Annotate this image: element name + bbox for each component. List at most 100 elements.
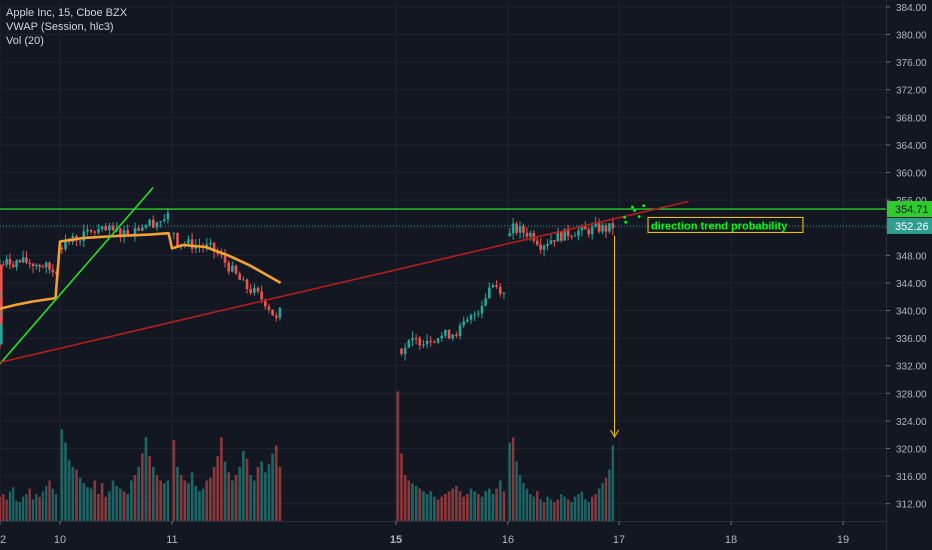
volume-bar xyxy=(556,499,560,521)
volume-bar xyxy=(487,488,491,521)
volume-bar xyxy=(495,488,498,521)
candle-body xyxy=(238,273,241,280)
volume-bar xyxy=(476,494,480,521)
volume-bar xyxy=(38,496,41,521)
candle-body xyxy=(253,287,256,293)
volume-bar xyxy=(440,496,444,521)
volume-bar xyxy=(252,480,256,521)
price-tick-label: 320.00 xyxy=(896,445,927,456)
candle-body xyxy=(25,257,28,263)
time-tick-label: 19 xyxy=(837,534,849,546)
candle-body xyxy=(151,219,155,228)
volume-bar xyxy=(553,502,556,521)
trendline[interactable] xyxy=(0,187,154,365)
candle-body xyxy=(159,221,162,223)
volume-bar xyxy=(271,453,274,521)
volume-bar xyxy=(535,491,539,521)
candle-body xyxy=(477,313,480,315)
volume-bar xyxy=(529,494,532,521)
volume-bar xyxy=(274,445,278,521)
volume-bar xyxy=(0,496,2,521)
candle-body xyxy=(411,338,414,341)
candle-body xyxy=(122,230,126,238)
volume-bar xyxy=(172,440,176,521)
volume-bar xyxy=(51,488,54,521)
candle-body xyxy=(587,229,591,235)
volume-bar xyxy=(231,480,234,521)
trendline[interactable] xyxy=(0,200,689,364)
volume-bar xyxy=(242,450,245,521)
time-axis[interactable]: 10 11 12 15 16 17 18 19 xyxy=(0,521,886,546)
price-tick-label: 376.00 xyxy=(896,58,927,69)
candle-body xyxy=(570,236,573,238)
candle-body xyxy=(601,225,604,232)
time-tick-label: 16 xyxy=(502,534,514,546)
volume-bar xyxy=(245,458,249,521)
volume-bar xyxy=(212,467,216,521)
volume-bar xyxy=(119,488,122,521)
last-price-label: 352.26 xyxy=(895,221,929,233)
volume-bar xyxy=(93,480,97,521)
trendlines[interactable] xyxy=(0,187,689,365)
volume-bar xyxy=(502,491,506,521)
candle-body xyxy=(64,241,67,250)
candle-body xyxy=(274,315,278,318)
price-tick-label: 328.00 xyxy=(896,389,927,400)
volume-bar xyxy=(137,467,140,521)
candle-body xyxy=(133,228,137,236)
volume-bar xyxy=(604,477,608,521)
volume-bar xyxy=(144,437,148,521)
volume-bar xyxy=(539,499,542,521)
volume-bar xyxy=(8,491,12,521)
volume-bar xyxy=(570,502,573,521)
price-tick-label: 360.00 xyxy=(896,169,927,180)
candle-body xyxy=(407,340,411,348)
candle-body xyxy=(78,240,82,242)
volume-bar xyxy=(176,467,179,521)
volume-bar xyxy=(220,437,223,521)
volume-bar xyxy=(162,483,166,521)
candle-body xyxy=(67,241,71,243)
candle-body xyxy=(484,298,487,306)
candle-body xyxy=(539,244,542,250)
grid xyxy=(0,0,886,521)
time-tick-label: 11 xyxy=(166,534,177,546)
candle-body xyxy=(522,226,525,233)
candle-body xyxy=(93,231,97,233)
candle-body xyxy=(559,232,563,241)
candle-body xyxy=(529,232,532,237)
volume-bar xyxy=(35,494,38,521)
candle-body xyxy=(535,240,539,245)
vwap-indicator-label[interactable]: VWAP (Session, hlc3) xyxy=(6,21,114,33)
price-tick-label: 344.00 xyxy=(896,279,927,290)
volume-bar xyxy=(563,496,566,521)
candle-body xyxy=(0,281,3,289)
time-tick-label: 18 xyxy=(725,534,737,546)
candle-body xyxy=(234,265,238,274)
candle-body xyxy=(148,219,151,226)
volume-bar xyxy=(60,429,64,521)
volume-bar xyxy=(86,487,89,521)
candle-body xyxy=(546,243,549,247)
candle-body xyxy=(11,264,15,267)
volume-bar xyxy=(28,488,31,521)
volume-bar xyxy=(256,467,260,521)
volume-bar xyxy=(260,461,263,521)
volume-bar xyxy=(403,475,407,521)
candle-body xyxy=(502,292,506,294)
price-tick-label: 324.00 xyxy=(896,417,927,428)
volume-bar xyxy=(542,502,546,521)
volume-bar xyxy=(566,499,570,521)
volume-bar xyxy=(597,488,601,521)
volume-bar xyxy=(458,491,462,521)
candle-body xyxy=(480,305,484,314)
symbol-title[interactable]: Apple Inc, 15, Cboe BZX xyxy=(6,7,128,19)
candle-body xyxy=(400,348,403,355)
candle-body xyxy=(187,239,190,244)
annotation-box[interactable]: direction trend probability xyxy=(647,216,804,233)
volume-bar xyxy=(2,494,5,521)
candle-body xyxy=(469,315,473,320)
candle-body xyxy=(245,279,249,289)
volume-indicator-label[interactable]: Vol (20) xyxy=(6,35,44,47)
